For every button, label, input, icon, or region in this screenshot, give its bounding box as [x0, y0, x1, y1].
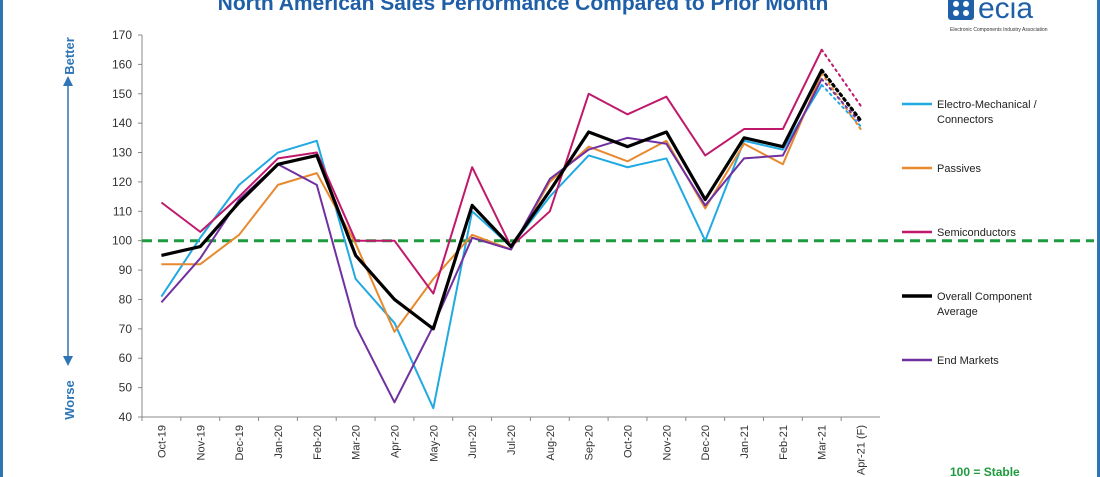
series-lines	[160, 48, 863, 410]
y-tick-label: 70	[119, 322, 133, 336]
better-label: Better	[62, 37, 77, 75]
stable-note: 100 = Stable	[950, 465, 1020, 477]
legend-label-line2: Connectors	[937, 114, 994, 126]
legend-label: Passives	[937, 163, 982, 175]
x-tick-label: Jun-20	[467, 425, 479, 459]
x-tick-label: Mar-21	[817, 425, 829, 460]
arrow-up-icon	[63, 76, 73, 86]
y-tick-label: 40	[119, 410, 133, 424]
x-tick-label: Aug-20	[545, 425, 557, 460]
legend-label: Electro-Mechanical /	[937, 99, 1038, 111]
x-tick-label: Apr-21 (F)	[856, 425, 868, 475]
x-tick-label: Oct-20	[623, 425, 635, 458]
legend: Electro-Mechanical / Connectors Passives Se…	[902, 99, 1038, 367]
legend-item-electro: Electro-Mechanical / Connectors	[902, 99, 1038, 126]
x-tick-label: Nov-20	[661, 425, 673, 460]
y-tick-label: 150	[112, 87, 132, 101]
legend-label: Overall Component	[937, 291, 1032, 303]
legend-item-semis: Semiconductors	[902, 227, 1016, 239]
x-tick-label: Sep-20	[584, 425, 596, 460]
y-tick-label: 90	[119, 263, 133, 277]
axes: 40 50 60 70 80 90 100 110 120 130 140 150 160 170 Oct-…	[112, 28, 1094, 475]
ecia-logo: ecia Electronic Components Industry Asso…	[948, 0, 1048, 33]
forecast-segment-end	[820, 78, 862, 125]
forecast-segment-semis	[820, 48, 862, 107]
worse-label: Worse	[62, 380, 77, 420]
y-tick-label: 160	[112, 57, 132, 71]
series-line-passives	[161, 72, 823, 333]
y-tick-label: 170	[112, 28, 132, 42]
forecast-segment-overall	[820, 68, 863, 122]
y-tick-label: 80	[119, 292, 133, 306]
forecast-segment-electro	[820, 83, 862, 128]
y-tick-label: 130	[112, 146, 132, 160]
y-tick-label: 50	[119, 381, 133, 395]
y-tick-label: 60	[119, 351, 133, 365]
chart-title: North American Sales Performance Compare…	[218, 0, 829, 15]
y-tick-label: 100	[112, 234, 132, 248]
logo-subtitle: Electronic Components Industry Associati…	[950, 27, 1048, 33]
legend-item-overall: Overall Component Average	[902, 291, 1032, 318]
series-line-overall	[161, 69, 824, 331]
forecast-segment-passives	[820, 72, 862, 131]
logo-word: ecia	[978, 0, 1033, 25]
series-line-electro	[160, 84, 823, 410]
legend-label: End Markets	[937, 355, 999, 367]
x-tick-label: May-20	[428, 425, 440, 462]
x-tick-label: Feb-20	[312, 425, 324, 460]
x-tick-label: Jul-20	[506, 425, 518, 455]
y-tick-label: 140	[112, 116, 132, 130]
x-tick-label: Oct-19	[156, 425, 168, 458]
legend-item-end: End Markets	[902, 355, 999, 367]
x-tick-label: Apr-20	[389, 425, 401, 458]
logo-mark-icon	[948, 0, 974, 20]
arrow-down-icon	[63, 356, 73, 366]
x-tick-label: Dec-20	[700, 425, 712, 460]
legend-label: Semiconductors	[937, 227, 1016, 239]
x-tick-label: Nov-19	[195, 425, 207, 460]
legend-item-passives: Passives	[902, 163, 982, 175]
y-tick-label: 120	[112, 175, 132, 189]
x-tick-label: Mar-20	[351, 425, 363, 460]
x-tick-label: Jan-21	[739, 425, 751, 459]
legend-label-line2: Average	[937, 306, 978, 318]
x-tick-label: Dec-19	[234, 425, 246, 460]
x-tick-label: Jan-20	[273, 425, 285, 459]
series-line-semis	[160, 49, 823, 295]
better-worse-axis: Better Worse	[62, 37, 77, 420]
x-tick-label: Feb-21	[778, 425, 790, 460]
y-tick-label: 110	[113, 204, 132, 218]
